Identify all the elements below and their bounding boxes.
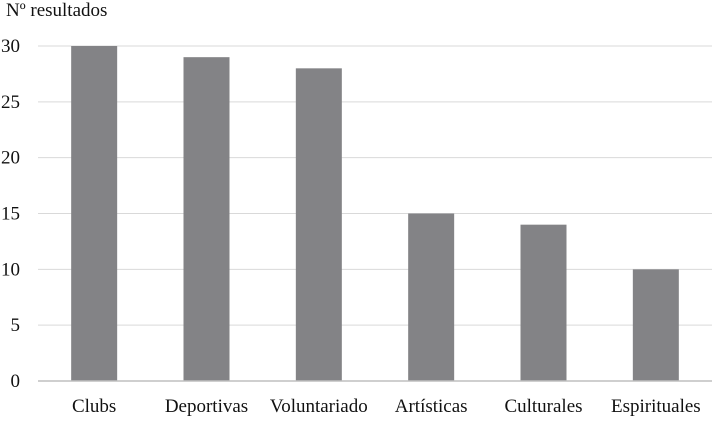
y-tick-label: 25 xyxy=(1,92,20,113)
y-tick-label: 0 xyxy=(11,371,21,392)
axes: 0 5 10 15 20 25 30 Clubs Deportivas Voluntariado A… xyxy=(1,36,712,417)
bar-artísticas xyxy=(408,213,455,381)
y-tick-label: 5 xyxy=(11,315,21,336)
y-axis-title: Nº resultados xyxy=(6,0,108,21)
bar-voluntariado xyxy=(295,68,342,381)
bars xyxy=(71,46,679,382)
x-tick-label: Clubs xyxy=(72,396,116,416)
x-tick-label: Deportivas xyxy=(165,396,248,416)
x-tick-label: Voluntariado xyxy=(270,396,368,416)
bar-culturales xyxy=(520,224,567,381)
y-tick-label: 15 xyxy=(1,204,20,225)
bar-clubs xyxy=(71,46,118,381)
grid-lines xyxy=(38,45,712,326)
bar-espirituales xyxy=(632,269,679,381)
x-tick-label: Artísticas xyxy=(395,396,468,416)
y-tick-label: 10 xyxy=(1,259,20,280)
y-tick-label: 20 xyxy=(1,148,20,169)
x-tick-label: Culturales xyxy=(504,396,582,416)
y-tick-label: 30 xyxy=(1,36,20,57)
bar-deportivas xyxy=(183,57,230,382)
x-tick-label: Espirituales xyxy=(611,396,701,416)
